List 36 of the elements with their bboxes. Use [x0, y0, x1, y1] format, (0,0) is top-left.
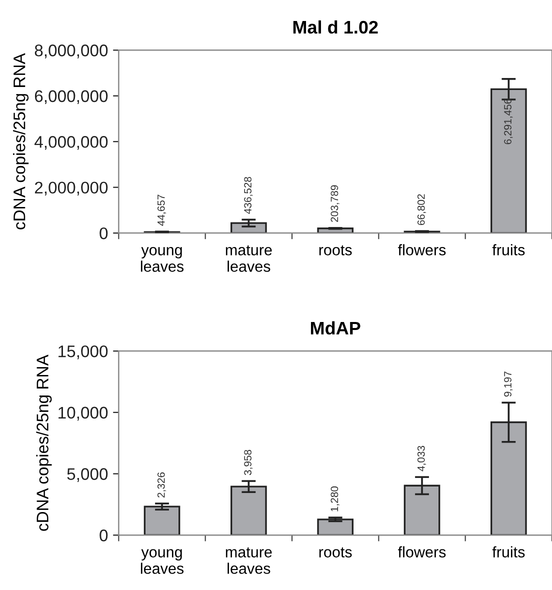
x-tick-label: flowers	[398, 244, 446, 256]
y-tick-label: 6,000,000	[34, 90, 108, 104]
x-tick-label: roots	[319, 245, 352, 256]
data-label: 66,802	[417, 194, 426, 226]
y-tick-label: 0	[100, 227, 108, 240]
data-label: 2,326	[157, 472, 166, 498]
data-label: 4,033	[417, 446, 426, 472]
bar	[230, 486, 267, 536]
bar	[230, 222, 267, 234]
x-tick-label: roots	[319, 547, 352, 558]
chart-title: Mal d 1.02	[293, 20, 378, 34]
x-tick-label: young leaves	[140, 247, 184, 272]
bar	[317, 518, 354, 536]
data-label: 9,197	[504, 372, 513, 397]
x-tick-label: young leaves	[140, 549, 184, 574]
y-tick-label: 5,000	[67, 468, 108, 482]
x-tick-label: fruits	[492, 244, 525, 256]
data-label: 436,528	[244, 176, 253, 214]
y-axis-title: cDNA copies/25ng RNA	[13, 53, 29, 230]
data-label: 1,280	[330, 486, 340, 512]
y-tick-label: 4,000,000	[34, 136, 108, 150]
y-axis-title: cDNA copies/25ng RNA	[36, 354, 52, 531]
x-tick-label: mature leaves	[226, 547, 272, 574]
y-tick-label: 15,000	[58, 345, 108, 360]
y-tick-label: 0	[100, 530, 108, 542]
data-label: 44,657	[157, 194, 166, 226]
bar	[144, 506, 180, 536]
y-tick-label: 8,000,000	[34, 44, 108, 58]
y-tick-label: 2,000,000	[34, 182, 108, 196]
data-label: 3,958	[244, 450, 253, 476]
data-label: 203,789	[330, 185, 340, 222]
x-tick-label: flowers	[398, 546, 446, 558]
x-tick-label: mature leaves	[226, 245, 272, 272]
x-tick-label: fruits	[492, 546, 525, 558]
y-tick-label: 10,000	[58, 406, 108, 421]
chart-title: MdAP	[310, 321, 360, 335]
